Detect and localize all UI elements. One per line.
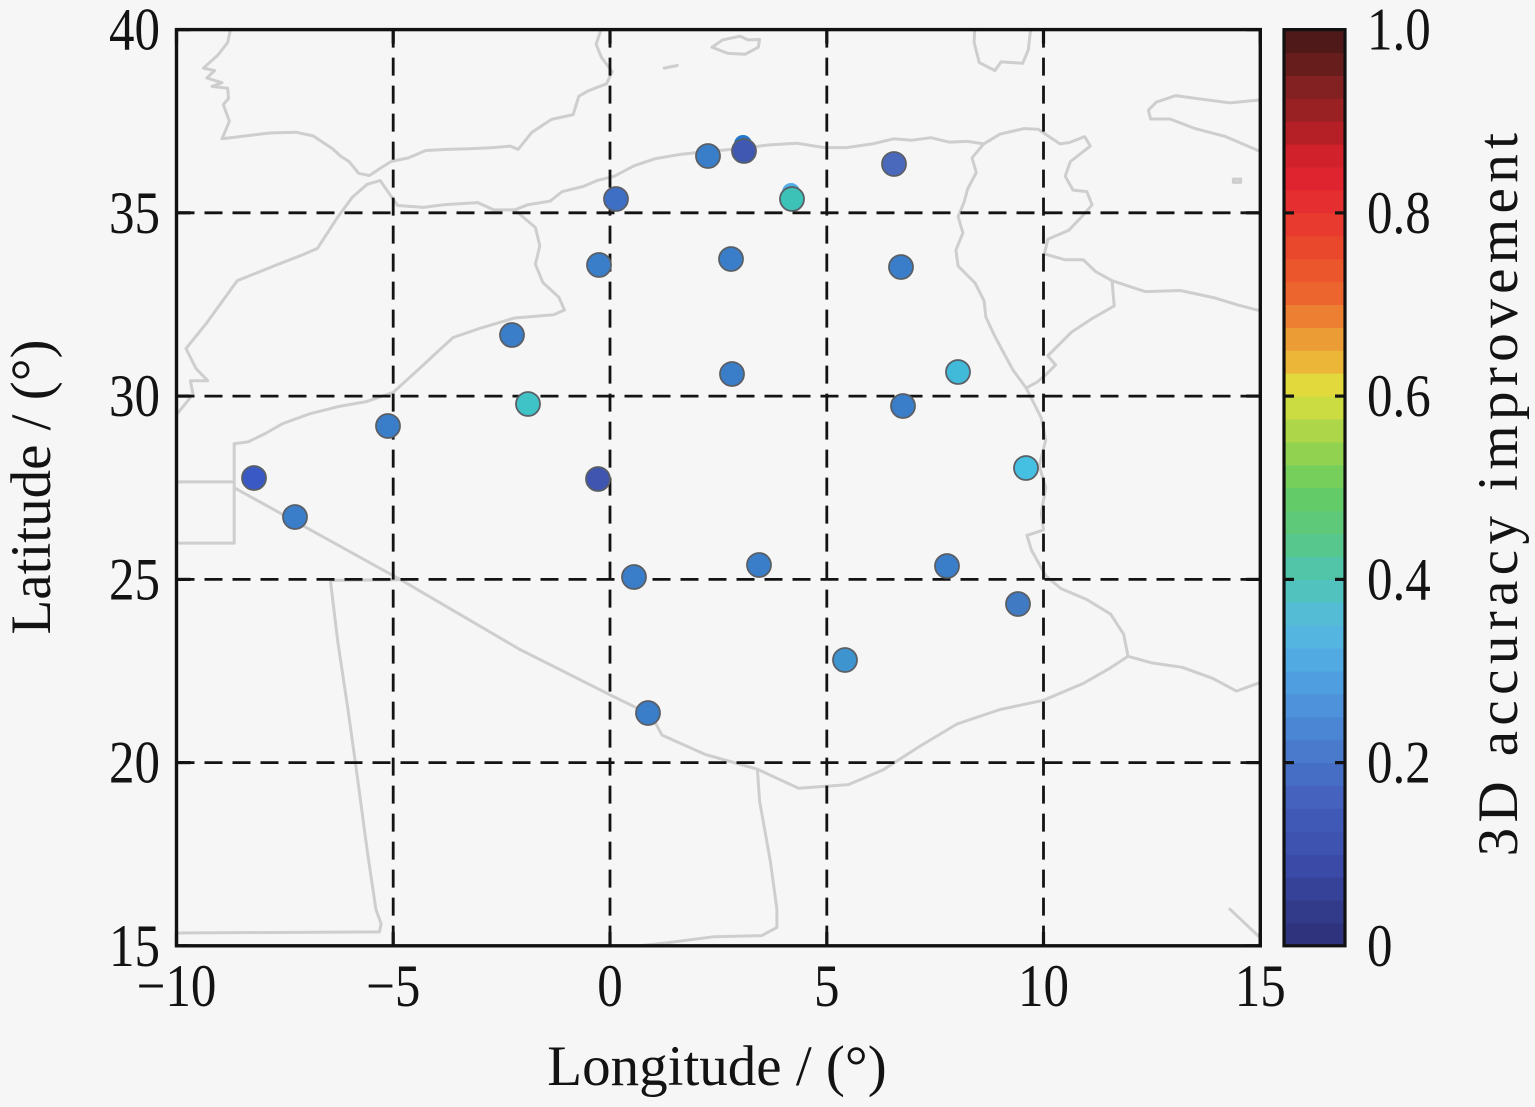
- svg-text:40: 40: [109, 0, 160, 64]
- svg-text:15: 15: [1235, 953, 1286, 1020]
- svg-text:0.2: 0.2: [1367, 730, 1431, 797]
- svg-text:10: 10: [1018, 953, 1069, 1020]
- svg-text:35: 35: [109, 180, 160, 247]
- svg-text:−10: −10: [137, 953, 217, 1020]
- svg-text:Longitude / (°): Longitude / (°): [547, 1035, 886, 1098]
- svg-text:15: 15: [109, 913, 160, 980]
- svg-text:3D accuracy improvement: 3D accuracy improvement: [1467, 128, 1530, 857]
- svg-text:20: 20: [109, 730, 160, 797]
- svg-text:0: 0: [1367, 913, 1393, 980]
- svg-text:25: 25: [109, 547, 160, 614]
- svg-text:5: 5: [814, 953, 840, 1020]
- svg-text:0: 0: [597, 953, 623, 1020]
- svg-text:1.0: 1.0: [1367, 0, 1431, 64]
- svg-text:Latitude / (°): Latitude / (°): [0, 339, 63, 634]
- svg-text:−5: −5: [366, 953, 420, 1020]
- svg-text:0.4: 0.4: [1367, 547, 1431, 614]
- svg-text:0.6: 0.6: [1367, 363, 1431, 430]
- svg-text:0.8: 0.8: [1367, 180, 1431, 247]
- svg-text:30: 30: [109, 363, 160, 430]
